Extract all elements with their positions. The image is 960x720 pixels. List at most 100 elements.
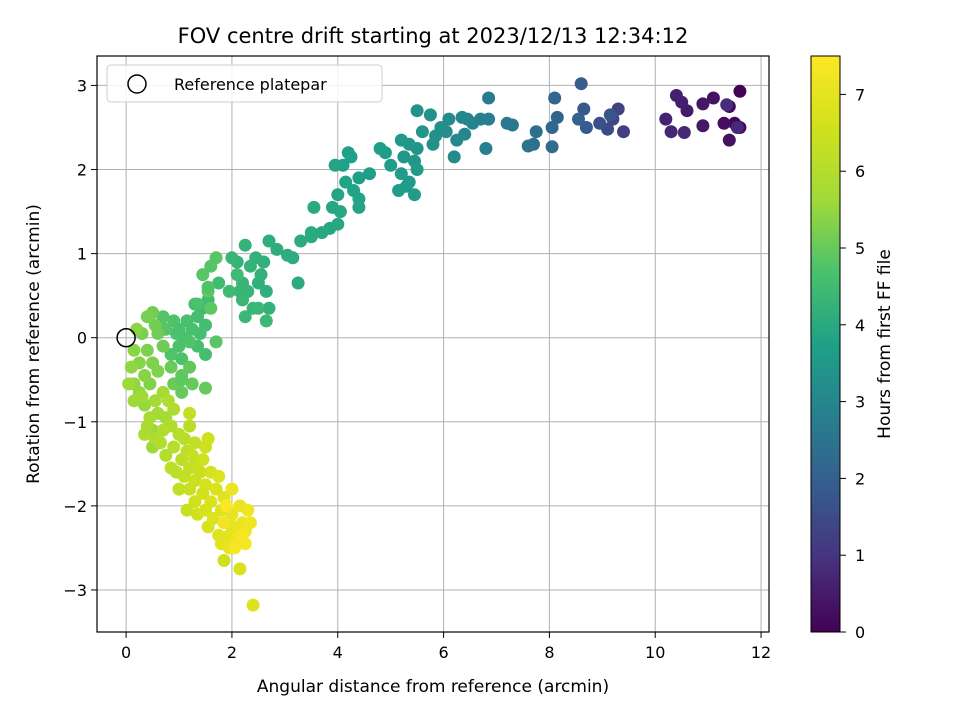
data-point <box>183 335 197 349</box>
data-point <box>172 322 186 336</box>
data-point <box>500 116 514 130</box>
data-point <box>183 360 197 374</box>
data-point <box>138 369 152 382</box>
legend-entry: Reference platepar <box>174 75 327 94</box>
data-point <box>259 284 273 298</box>
data-point <box>191 297 204 311</box>
data-point <box>212 469 226 483</box>
colorbar-tick-label: 6 <box>855 162 865 181</box>
data-point <box>167 402 181 416</box>
y-tick-label: 3 <box>77 76 87 95</box>
data-point <box>696 119 710 133</box>
data-point <box>352 171 366 185</box>
y-tick-label: −3 <box>63 581 87 600</box>
legend-marker-icon <box>127 74 147 94</box>
colorbar-tick-label: 1 <box>855 546 865 565</box>
data-point <box>545 140 559 154</box>
data-point <box>225 251 239 265</box>
data-point <box>294 234 308 248</box>
data-point <box>392 184 406 197</box>
y-tick-label: −1 <box>63 413 87 432</box>
data-point <box>410 163 424 176</box>
x-tick-label: 0 <box>121 643 131 662</box>
data-point <box>696 97 710 111</box>
y-axis-ticks: −3 −2 −1 0 1 2 3 <box>63 76 97 600</box>
data-point <box>151 364 165 378</box>
data-point <box>238 238 252 252</box>
data-point <box>138 427 152 441</box>
data-point <box>574 77 588 91</box>
data-point <box>156 339 170 353</box>
data-point <box>243 516 257 530</box>
data-point <box>175 352 189 366</box>
data-point <box>442 112 456 126</box>
data-point <box>127 343 141 357</box>
data-point <box>154 436 167 450</box>
x-tick-label: 12 <box>751 643 771 662</box>
data-point <box>397 150 411 164</box>
data-point <box>410 104 424 118</box>
data-point <box>733 84 747 98</box>
data-point <box>217 516 231 530</box>
data-point <box>251 301 265 315</box>
data-point <box>199 381 212 395</box>
data-point <box>479 142 493 155</box>
data-point <box>664 125 678 139</box>
x-tick-label: 10 <box>645 643 665 662</box>
data-point <box>209 482 223 496</box>
data-point <box>384 158 398 172</box>
data-point <box>159 448 173 462</box>
data-point <box>577 102 591 116</box>
data-point <box>363 167 376 181</box>
data-point <box>238 310 252 324</box>
data-point <box>233 284 247 298</box>
colorbar-ticks: 0 1 2 3 4 5 6 7 <box>840 85 865 642</box>
data-point <box>331 188 345 202</box>
data-point <box>199 478 212 492</box>
data-point <box>331 217 345 231</box>
data-point <box>373 142 387 155</box>
data-point <box>548 91 562 105</box>
data-point <box>262 301 276 315</box>
colorbar-tick-label: 5 <box>855 239 865 258</box>
data-point <box>188 436 202 450</box>
data-point <box>415 125 429 139</box>
x-tick-label: 4 <box>333 643 343 662</box>
data-point <box>193 465 207 479</box>
data-point <box>172 339 186 353</box>
data-point <box>259 314 273 328</box>
data-point <box>254 268 268 282</box>
data-point <box>164 419 178 433</box>
data-point <box>167 440 181 454</box>
data-point <box>130 322 144 336</box>
chart-title: FOV centre drift starting at 2023/12/13 … <box>178 24 689 48</box>
data-point <box>204 259 218 273</box>
data-point <box>188 495 202 509</box>
data-point <box>455 110 469 124</box>
data-point <box>183 406 197 420</box>
data-point <box>185 448 199 462</box>
data-point <box>426 137 440 151</box>
data-point <box>191 310 204 324</box>
legend: Reference platepar <box>106 64 383 103</box>
data-point <box>270 242 284 256</box>
data-point <box>730 121 744 134</box>
data-point <box>447 150 461 164</box>
data-point <box>572 112 585 126</box>
data-point <box>209 335 223 349</box>
data-point <box>347 184 361 197</box>
plot-frame <box>96 55 770 633</box>
data-point <box>236 528 249 542</box>
data-point <box>281 248 294 262</box>
data-point <box>328 158 342 172</box>
data-point <box>603 108 617 122</box>
data-point <box>291 276 305 290</box>
data-point <box>394 133 408 147</box>
data-point <box>262 234 276 248</box>
data-point <box>148 318 162 332</box>
data-point <box>225 482 239 496</box>
data-point <box>720 98 734 112</box>
data-point <box>201 432 215 446</box>
